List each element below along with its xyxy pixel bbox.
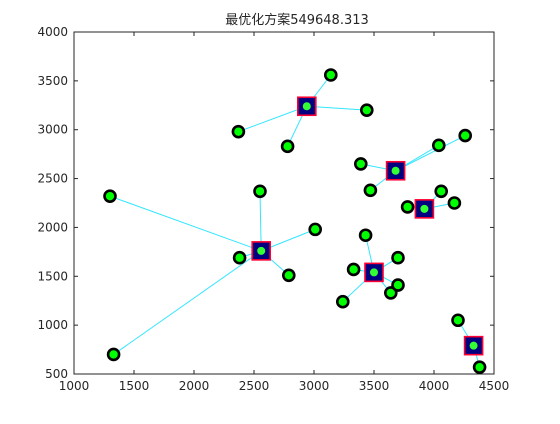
demand-point: [253, 184, 267, 199]
x-tick-label: 1000: [59, 379, 90, 393]
x-tick-label: 1500: [119, 379, 150, 393]
y-tick-label: 1000: [37, 318, 68, 332]
demand-point: [434, 184, 449, 199]
assignment-line: [113, 250, 262, 355]
demand-point: [363, 183, 378, 198]
demand-point: [458, 128, 473, 143]
demand-point: [281, 268, 296, 283]
y-tick-label: 2500: [37, 172, 68, 186]
demand-point: [391, 250, 405, 265]
facility-center-marker: [390, 165, 401, 176]
demand-point: [106, 347, 121, 362]
demand-point: [358, 228, 373, 243]
y-tick-label: 500: [45, 367, 68, 381]
demand-point: [431, 138, 446, 153]
facility-center-marker: [468, 340, 479, 351]
demand-point: [103, 189, 117, 203]
demand-point: [472, 360, 487, 374]
facility-center-marker: [256, 245, 267, 256]
assignment-line: [306, 105, 367, 111]
assignment-line: [238, 105, 307, 133]
demand-point: [447, 196, 462, 210]
x-tick-label: 4500: [479, 379, 510, 393]
demand-point: [400, 200, 415, 214]
chart-title: 最优化方案549648.313: [225, 12, 369, 28]
demand-point: [346, 262, 361, 277]
x-tick-label: 4000: [419, 379, 450, 393]
plot-box: [73, 31, 495, 375]
x-tick-label: 2500: [239, 379, 270, 393]
demand-point: [280, 139, 295, 154]
y-tick-label: 4000: [37, 25, 68, 39]
x-tick-label: 2000: [179, 379, 210, 393]
facility-centers: [251, 96, 484, 356]
facility-center-marker: [369, 267, 379, 278]
facility-center-marker: [419, 203, 430, 214]
demand-point: [353, 157, 368, 171]
demand-point: [335, 294, 350, 309]
assignment-line: [395, 135, 466, 172]
assignment-lines: [109, 74, 481, 368]
y-tick-label: 3000: [37, 123, 68, 137]
demand-point: [323, 68, 338, 82]
y-tick-label: 1500: [37, 269, 68, 283]
demand-point: [308, 222, 323, 237]
x-tick-label: 3500: [359, 379, 390, 393]
x-tick-label: 3000: [299, 379, 330, 393]
demand-point: [391, 278, 405, 292]
demand-point: [451, 313, 465, 328]
assignment-line: [109, 195, 262, 252]
y-tick-label: 2000: [37, 220, 68, 234]
demand-point: [232, 250, 247, 265]
assignment-line: [259, 191, 262, 251]
axes: 1000 1500 2000 2500 3000 3500 4000 450050010001…: [37, 25, 509, 393]
demand-points: [103, 68, 487, 374]
demand-point: [359, 103, 374, 117]
y-tick-label: 3500: [37, 74, 68, 88]
demand-point: [231, 124, 246, 139]
facility-center-marker: [301, 101, 312, 112]
